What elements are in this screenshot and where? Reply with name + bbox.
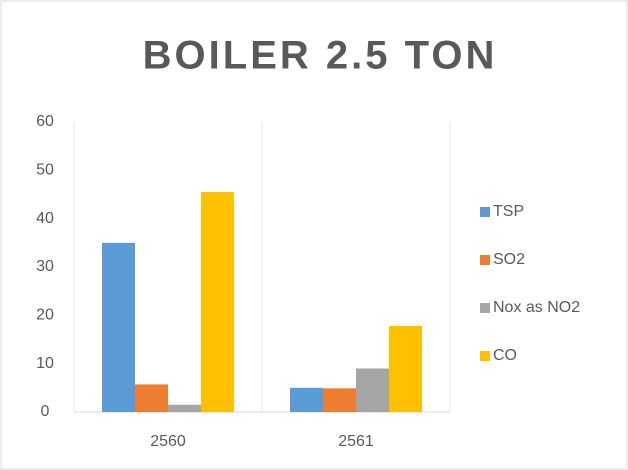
legend-label: Nox as NO2 xyxy=(493,299,580,316)
legend-swatch xyxy=(480,303,490,313)
y-tick-label: 50 xyxy=(36,162,54,179)
legend-label: CO xyxy=(493,347,517,364)
y-tick-label: 60 xyxy=(36,113,54,130)
y-tick-label: 0 xyxy=(41,403,50,420)
bar xyxy=(356,368,389,412)
y-tick-label: 10 xyxy=(36,355,54,372)
legend-swatch xyxy=(480,207,490,217)
y-tick-label: 30 xyxy=(36,258,54,275)
y-tick-label: 40 xyxy=(36,210,54,227)
legend-swatch xyxy=(480,255,490,265)
bar xyxy=(201,192,234,412)
legend-label: SO2 xyxy=(493,251,525,268)
bar xyxy=(323,388,356,412)
bar xyxy=(135,384,168,412)
bar xyxy=(168,404,201,412)
bar xyxy=(102,242,135,412)
x-tick-label: 2560 xyxy=(150,433,186,450)
x-tick-label: 2561 xyxy=(338,433,374,450)
bar xyxy=(290,387,323,412)
legend-swatch xyxy=(480,351,490,361)
y-tick-label: 20 xyxy=(36,307,54,324)
legend-label: TSP xyxy=(493,203,524,220)
chart-title: BOILER 2.5 TON xyxy=(143,34,498,78)
bar xyxy=(389,325,422,412)
